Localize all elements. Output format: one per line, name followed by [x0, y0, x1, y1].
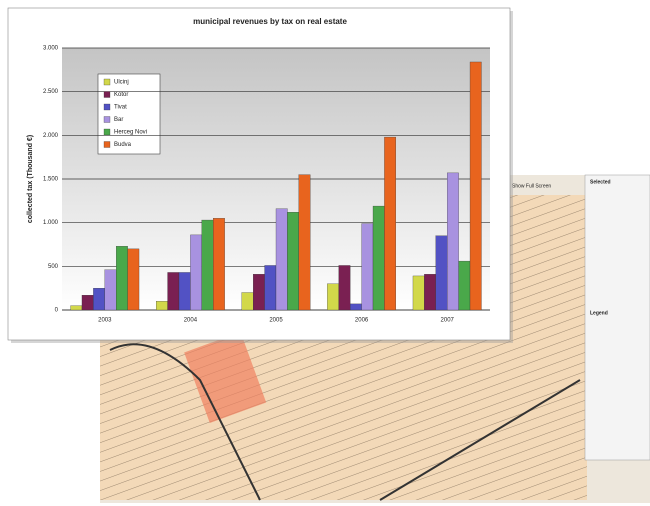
- bar: [93, 288, 105, 311]
- legend-label: Tivat: [114, 105, 127, 111]
- bar: [70, 305, 83, 311]
- bar: [253, 274, 265, 311]
- x-tick-label: 2004: [184, 318, 198, 324]
- bar: [213, 218, 225, 311]
- bar: [104, 269, 117, 311]
- bar: [447, 172, 459, 311]
- bar: [298, 174, 311, 311]
- legend-swatch: [103, 128, 111, 136]
- selected-title: Selected: [590, 179, 611, 185]
- chart: municipal revenues by tax on real estate…: [27, 17, 490, 324]
- bar: [287, 212, 299, 311]
- chart-title: municipal revenues by tax on real estate: [193, 17, 347, 26]
- legend-swatch: [103, 141, 111, 148]
- bar: [435, 235, 448, 311]
- map-road: [379, 379, 581, 501]
- legend: [97, 73, 161, 155]
- y-tick-label: 500: [48, 264, 59, 270]
- bar: [372, 205, 385, 311]
- x-tick-label: 2003: [98, 318, 112, 324]
- map-road: [109, 343, 261, 501]
- bar: [338, 265, 351, 311]
- bar: [424, 274, 436, 311]
- legend-label: Budva: [114, 142, 132, 148]
- bar: [116, 246, 128, 311]
- map-highlight: [184, 331, 267, 423]
- bar: [178, 272, 191, 311]
- full-screen-link[interactable]: Show Full Screen: [512, 183, 551, 189]
- bar: [190, 234, 202, 311]
- bar: [458, 260, 471, 311]
- legend-label: Bar: [114, 117, 123, 123]
- legend-title: Legend: [590, 310, 608, 316]
- y-tick-label: 2.000: [43, 133, 59, 139]
- bar: [156, 301, 168, 311]
- bar: [201, 219, 214, 311]
- legend-swatch: [103, 103, 111, 111]
- legend-label: Kotor: [114, 92, 128, 98]
- x-tick-label: 2006: [355, 318, 369, 324]
- bar: [361, 223, 374, 311]
- y-tick-label: 1.000: [43, 220, 59, 226]
- legend-swatch: [103, 78, 111, 86]
- side-panel: [584, 174, 650, 461]
- legend-label: Ulcinj: [114, 80, 129, 86]
- y-tick-label: 1.500: [43, 177, 59, 183]
- bar: [241, 292, 254, 311]
- bar: [81, 295, 94, 311]
- bar: [384, 136, 396, 311]
- bar: [350, 303, 362, 311]
- y-tick-label: 3.000: [43, 46, 59, 52]
- legend-label: Herceg Novi: [114, 130, 147, 136]
- y-axis-label: collected tax (Thousand €): [27, 135, 34, 223]
- bar: [412, 275, 425, 311]
- bar: [264, 265, 277, 311]
- bar: [127, 248, 140, 311]
- x-tick-label: 2007: [441, 318, 455, 324]
- bar: [469, 61, 482, 311]
- bar: [275, 208, 288, 311]
- x-tick-label: 2005: [269, 318, 283, 324]
- legend-swatch: [103, 116, 111, 123]
- bar: [327, 283, 339, 311]
- legend-swatch: [103, 91, 111, 98]
- bar: [167, 272, 180, 311]
- y-tick-label: 2.500: [43, 89, 59, 95]
- y-tick-label: 0: [55, 308, 59, 314]
